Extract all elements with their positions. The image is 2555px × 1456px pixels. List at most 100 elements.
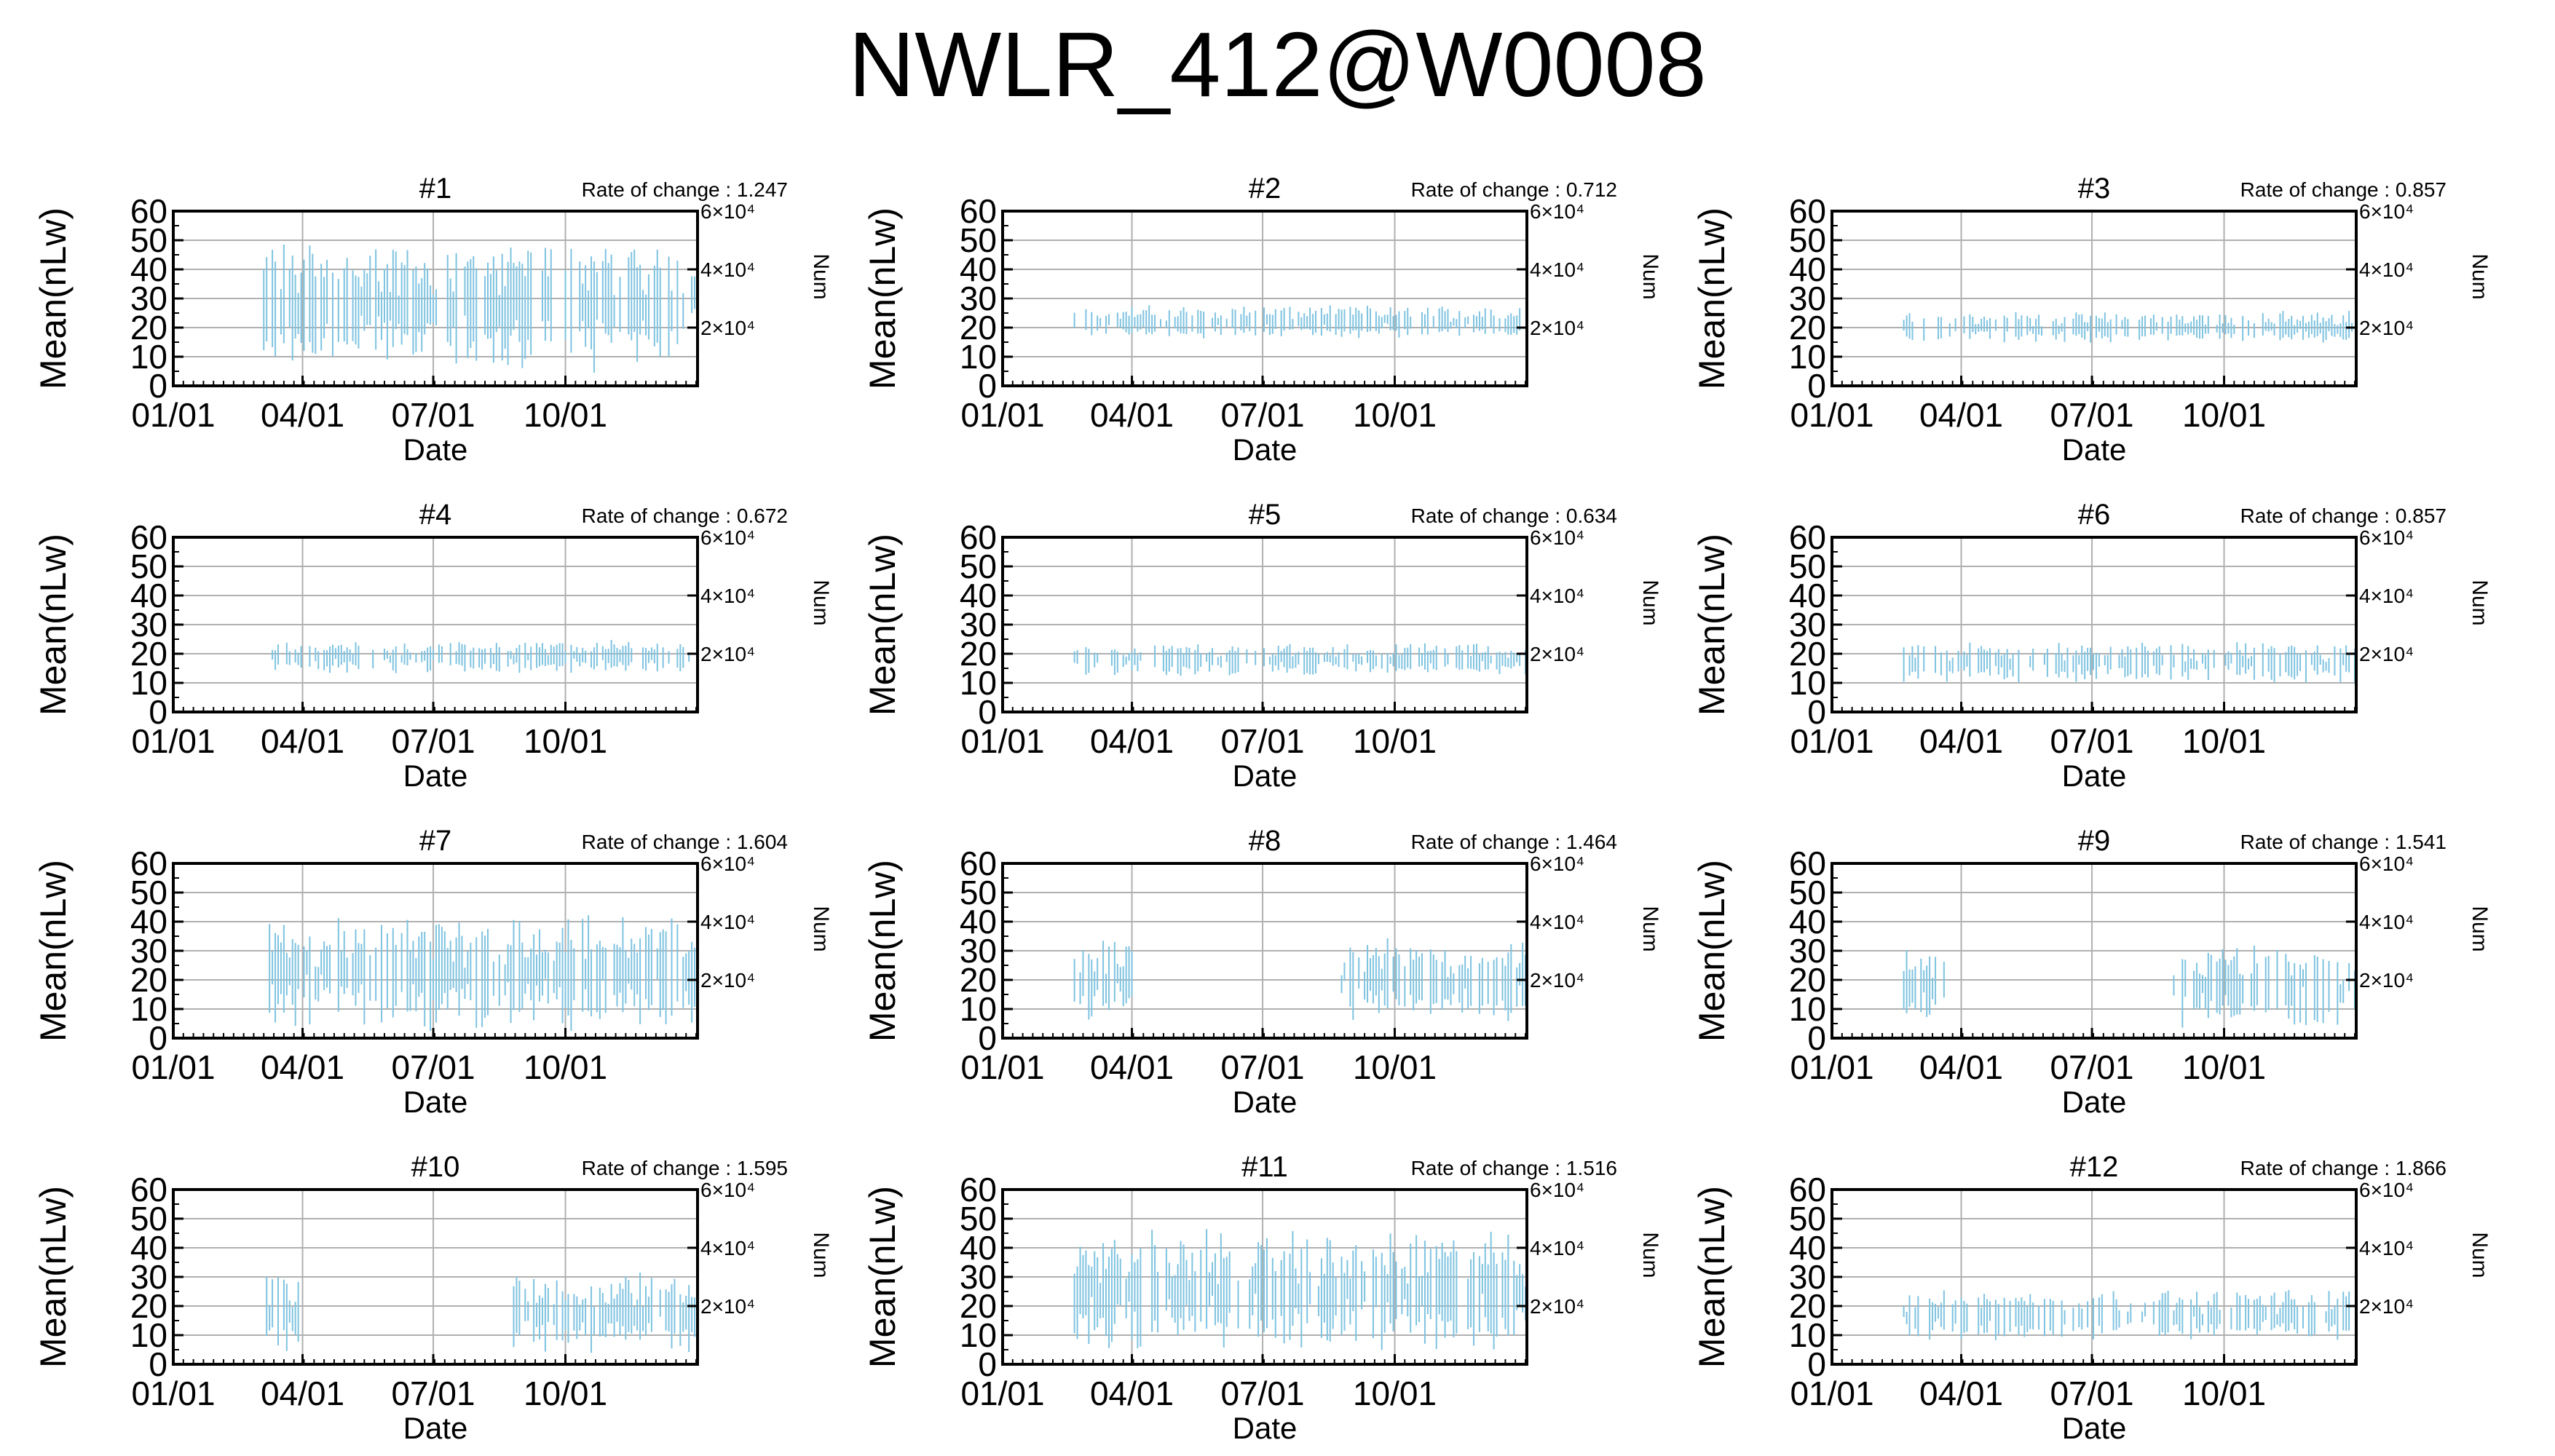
- y2-tick-label: 6×10⁴: [700, 852, 755, 875]
- x-tick-label: 01/01: [131, 1374, 215, 1412]
- y-tick-label: 50: [1789, 547, 1826, 585]
- x-tick-label: 04/01: [1090, 1374, 1174, 1412]
- y-tick-label: 30: [960, 932, 997, 970]
- subplot-title: #8: [1249, 825, 1282, 857]
- y-tick-label: 60: [1789, 518, 1826, 556]
- x-tick-label: 04/01: [261, 722, 344, 760]
- x-tick-label: 04/01: [1919, 722, 2003, 760]
- y2-tick-label: 4×10⁴: [700, 585, 755, 607]
- y2-axis-label: Num: [2468, 253, 2492, 299]
- y-tick-label: 40: [1789, 1229, 1826, 1267]
- y-tick-label: 20: [1789, 1287, 1826, 1325]
- x-tick-label: 01/01: [1790, 396, 1873, 434]
- rate-of-change-label: Rate of change : 1.516: [1411, 1157, 1617, 1179]
- y-tick-label: 0: [1807, 693, 1826, 731]
- x-axis-label: Date: [403, 432, 468, 467]
- x-tick-label: 07/01: [2050, 396, 2133, 434]
- y2-tick-label: 4×10⁴: [2359, 1237, 2414, 1259]
- x-axis-label: Date: [403, 1085, 468, 1119]
- y2-tick-label: 6×10⁴: [700, 1179, 755, 1201]
- x-tick-label: 07/01: [391, 1048, 475, 1086]
- rate-of-change-label: Rate of change : 1.464: [1411, 831, 1617, 853]
- y-axis-label: Mean(nLw): [1691, 1186, 1732, 1368]
- y-tick-label: 0: [978, 367, 997, 405]
- y2-tick-label: 2×10⁴: [700, 969, 755, 992]
- y-tick-label: 0: [149, 367, 167, 405]
- subplot-title: #3: [2078, 173, 2111, 205]
- x-tick-label: 10/01: [1353, 1374, 1437, 1412]
- y-axis-label: Mean(nLw): [33, 860, 74, 1042]
- x-axis-label: Date: [2062, 759, 2127, 793]
- subplot-title: #10: [411, 1151, 460, 1183]
- y-axis-label: Mean(nLw): [1691, 534, 1732, 716]
- x-tick-label: 10/01: [2182, 722, 2266, 760]
- x-tick-label: 01/01: [131, 722, 215, 760]
- x-tick-label: 01/01: [960, 1374, 1044, 1412]
- y-tick-label: 50: [960, 874, 997, 911]
- y2-axis-label: Num: [1638, 253, 1662, 299]
- y2-tick-label: 4×10⁴: [700, 1237, 755, 1259]
- y-tick-label: 40: [1789, 250, 1826, 288]
- y2-tick-label: 6×10⁴: [1530, 852, 1584, 875]
- y2-tick-label: 2×10⁴: [2359, 969, 2414, 992]
- rate-of-change-label: Rate of change : 1.604: [582, 831, 788, 853]
- y-tick-label: 30: [130, 606, 167, 644]
- x-tick-label: 10/01: [524, 1374, 607, 1412]
- y2-tick-label: 2×10⁴: [700, 1295, 755, 1318]
- rate-of-change-label: Rate of change : 1.541: [2240, 831, 2447, 853]
- x-tick-label: 10/01: [524, 396, 607, 434]
- y2-tick-label: 6×10⁴: [1530, 526, 1584, 549]
- x-tick-label: 04/01: [1919, 396, 2003, 434]
- y2-tick-label: 2×10⁴: [700, 643, 755, 665]
- y-axis-label: Mean(nLw): [33, 534, 74, 716]
- y2-tick-label: 4×10⁴: [1530, 585, 1584, 607]
- y-tick-label: 40: [960, 903, 997, 941]
- y-tick-label: 10: [960, 990, 997, 1028]
- y-tick-label: 20: [960, 309, 997, 347]
- y-tick-label: 0: [978, 1019, 997, 1057]
- y-tick-label: 40: [960, 577, 997, 614]
- figure-title: NWLR_412@W0008: [848, 13, 1707, 116]
- y-tick-label: 60: [130, 192, 167, 230]
- x-axis-label: Date: [403, 759, 468, 793]
- y2-axis-label: Num: [2468, 1232, 2492, 1278]
- y2-tick-label: 4×10⁴: [1530, 1237, 1584, 1259]
- rate-of-change-label: Rate of change : 0.712: [1411, 178, 1617, 201]
- rate-of-change-label: Rate of change : 0.857: [2240, 505, 2447, 527]
- y-tick-label: 60: [130, 844, 167, 882]
- y-axis-label: Mean(nLw): [862, 860, 903, 1042]
- x-tick-label: 04/01: [1090, 722, 1174, 760]
- x-axis-label: Date: [2062, 1085, 2127, 1119]
- y-axis-label: Mean(nLw): [1691, 207, 1732, 389]
- y-tick-label: 0: [1807, 1019, 1826, 1057]
- subplot-title: #1: [419, 173, 452, 205]
- x-tick-label: 04/01: [1090, 1048, 1174, 1086]
- x-tick-label: 07/01: [1220, 1374, 1304, 1412]
- y-tick-label: 30: [1789, 606, 1826, 644]
- x-axis-label: Date: [1233, 759, 1298, 793]
- y2-tick-label: 2×10⁴: [2359, 317, 2414, 339]
- x-tick-label: 04/01: [261, 396, 344, 434]
- y-tick-label: 50: [130, 1200, 167, 1238]
- y2-tick-label: 6×10⁴: [2359, 200, 2414, 223]
- y2-axis-label: Num: [1638, 579, 1662, 625]
- y-tick-label: 30: [1789, 1258, 1826, 1296]
- y-tick-label: 50: [130, 221, 167, 259]
- y-tick-label: 10: [1789, 990, 1826, 1028]
- y-tick-label: 50: [1789, 874, 1826, 911]
- subplot-title: #4: [419, 499, 452, 531]
- y-tick-label: 10: [130, 664, 167, 702]
- y-axis-label: Mean(nLw): [862, 1186, 903, 1368]
- y-tick-label: 50: [130, 874, 167, 911]
- x-tick-label: 01/01: [960, 722, 1044, 760]
- y-tick-label: 30: [960, 1258, 997, 1296]
- y2-tick-label: 6×10⁴: [2359, 852, 2414, 875]
- y-tick-label: 0: [149, 1019, 167, 1057]
- x-tick-label: 01/01: [1790, 722, 1873, 760]
- x-tick-label: 07/01: [2050, 1048, 2133, 1086]
- y-tick-label: 10: [130, 1316, 167, 1354]
- y2-tick-label: 2×10⁴: [1530, 643, 1584, 665]
- y-tick-label: 30: [130, 280, 167, 317]
- y-tick-label: 10: [1789, 664, 1826, 702]
